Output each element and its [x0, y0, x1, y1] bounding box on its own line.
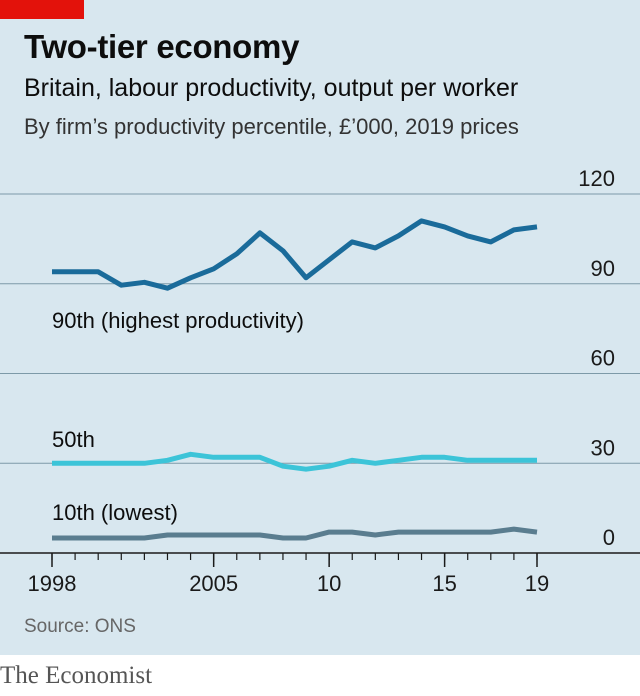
y-tick-label: 60	[591, 346, 615, 371]
y-tick-label: 120	[578, 166, 615, 191]
x-tick-label: 10	[317, 571, 341, 596]
x-tick-label: 15	[432, 571, 456, 596]
y-tick-labels: 0 30 60 90 120	[578, 166, 615, 550]
y-tick-label: 0	[603, 525, 615, 550]
x-tick-label: 1998	[28, 571, 77, 596]
series-label-10th: 10th (lowest)	[52, 500, 178, 525]
y-tick-label: 90	[591, 256, 615, 281]
chart-title: Two-tier economy	[24, 28, 300, 65]
chart-card: Two-tier economy Britain, labour product…	[0, 0, 640, 655]
y-tick-label: 30	[591, 435, 615, 460]
x-axis: 1998 2005 10 15 19	[0, 552, 640, 596]
series-lines	[52, 218, 538, 541]
x-tick-label: 2005	[189, 571, 238, 596]
series-label-50th: 50th	[52, 427, 95, 452]
gridlines	[0, 193, 640, 464]
chart-units-note: By firm’s productivity percentile, £’000…	[24, 114, 519, 139]
series-line-10th	[52, 526, 538, 541]
series-labels: 90th (highest productivity) 50th 10th (low…	[52, 308, 304, 525]
line-chart: 1998 2005 10 15 19 0 30 60 90 120 90th (highest …	[0, 166, 640, 596]
chart-subtitle: Britain, labour productivity, output per…	[24, 74, 519, 102]
source-note: Source: ONS	[24, 616, 136, 637]
series-label-90th: 90th (highest productivity)	[52, 308, 304, 333]
brand-red-tag	[0, 0, 84, 19]
series-line-90th	[52, 218, 538, 291]
economist-brand: The Economist	[0, 662, 153, 689]
x-tick-label: 19	[525, 571, 549, 596]
series-line-50th	[52, 451, 537, 472]
